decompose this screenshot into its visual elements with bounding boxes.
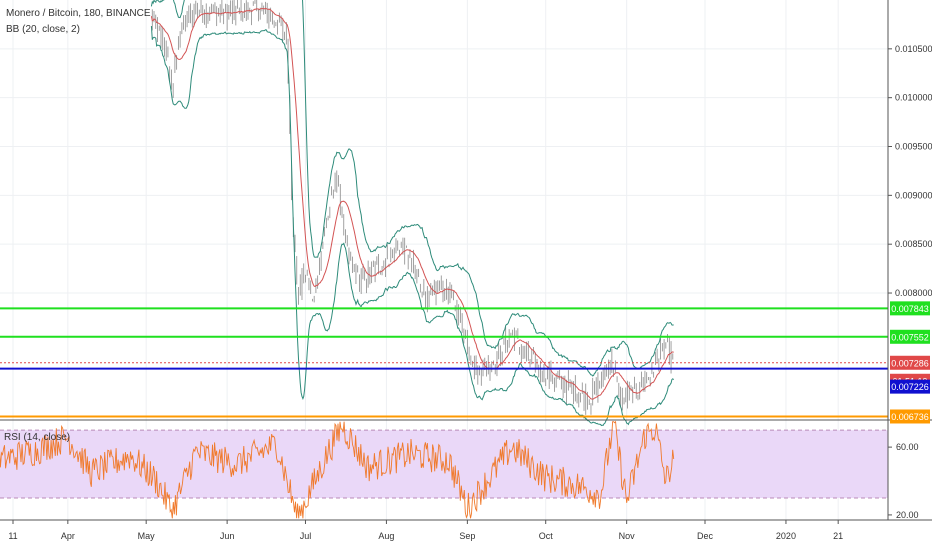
x-tick-label: May	[138, 531, 156, 541]
bollinger-legend[interactable]: BB (20, close, 2)	[6, 24, 80, 35]
level-badge-4-bg	[890, 409, 930, 424]
y-tick-label: 0.008500	[895, 239, 932, 249]
last-price-badge: 0.007286	[891, 358, 929, 368]
y-tick-label: 0.010500	[895, 44, 932, 54]
level-badge-2: 0.007552	[891, 332, 929, 342]
bb-upper-band	[150, 0, 674, 377]
x-tick-label: Oct	[539, 531, 554, 541]
y-tick-label: 0.009000	[895, 190, 932, 200]
x-tick-label: 11	[8, 531, 17, 541]
x-tick-label: Dec	[697, 531, 714, 541]
x-tick-label: Jun	[220, 531, 235, 541]
x-tick-label: 21	[833, 531, 843, 541]
y-tick-label: 0.010000	[895, 93, 932, 103]
rsi-line	[0, 420, 675, 519]
level-badge-3-bg	[890, 379, 930, 394]
x-tick-label: Apr	[61, 531, 75, 541]
level-badge-2-bg	[890, 329, 930, 344]
y-tick-label: 0.009500	[895, 142, 932, 152]
bb-basis-line	[150, 7, 674, 400]
bb-lower-band	[150, 25, 675, 427]
level-badge-1-bg	[890, 301, 930, 316]
x-tick-label: 2020	[776, 531, 796, 541]
level-badge-1: 0.007843	[891, 304, 929, 314]
x-tick-label: Nov	[619, 531, 636, 541]
x-tick-label: Sep	[459, 531, 475, 541]
level-badge-3: 0.007226	[891, 382, 929, 392]
rsi-tick-label: 60.00	[896, 442, 919, 452]
y-tick-label: 0.008000	[895, 288, 932, 298]
x-tick-label: Jul	[300, 531, 312, 541]
rsi-tick-label: 20.00	[896, 510, 919, 520]
rsi-band	[0, 430, 888, 498]
level-badge-4: 0.006736	[891, 412, 929, 422]
chart-title: Monero / Bitcoin, 180, BINANCE	[6, 8, 151, 19]
rsi-legend[interactable]: RSI (14, close)	[4, 432, 71, 443]
x-tick-label: Aug	[378, 531, 394, 541]
last-price-badge-bg	[890, 355, 930, 370]
